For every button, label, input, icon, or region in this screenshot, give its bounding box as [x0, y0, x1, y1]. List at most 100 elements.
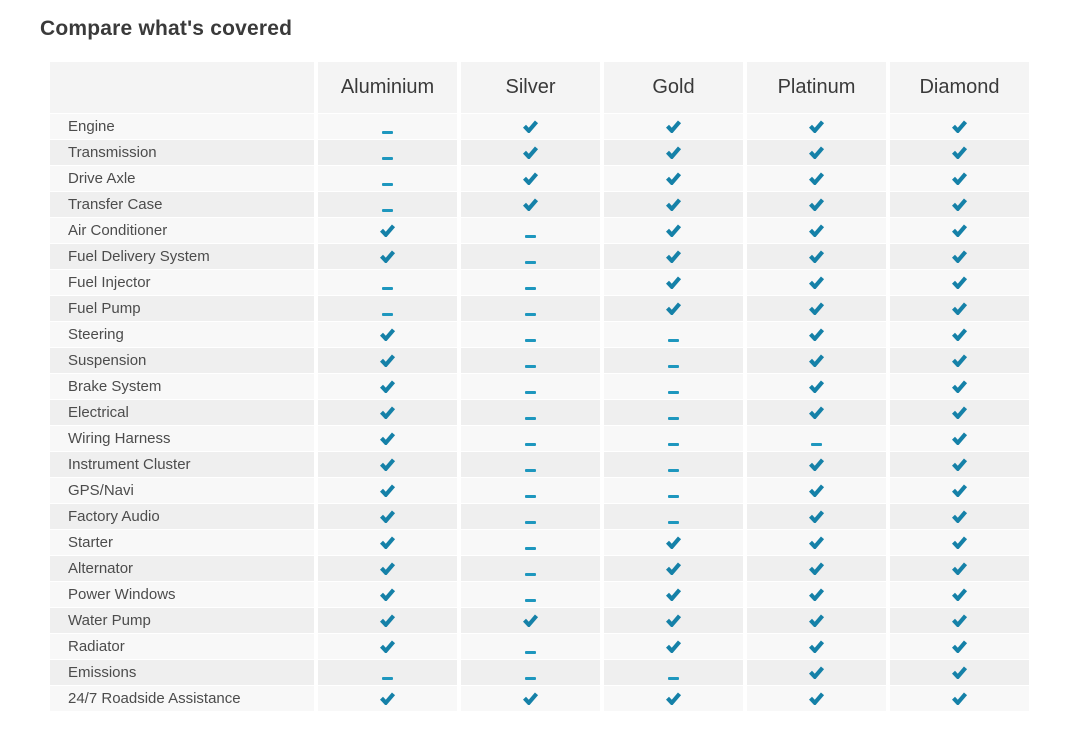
table-row: Instrument Cluster: [50, 452, 1029, 477]
dash-icon: [525, 364, 536, 368]
dash-icon: [668, 494, 679, 498]
corner-cell: [50, 62, 314, 113]
table-row: Power Windows: [50, 582, 1029, 607]
cell-platinum-covered: [747, 140, 886, 165]
table-row: Fuel Pump: [50, 296, 1029, 321]
cell-silver-not-covered: [461, 322, 600, 347]
dash-icon: [525, 572, 536, 576]
cell-silver-not-covered: [461, 218, 600, 243]
table-row: Suspension: [50, 348, 1029, 373]
cell-platinum-not-covered: [747, 426, 886, 451]
column-header-silver: Silver: [461, 62, 600, 113]
cell-platinum-covered: [747, 686, 886, 711]
check-icon: [952, 302, 967, 316]
check-icon: [523, 120, 538, 134]
row-label: Power Windows: [50, 582, 314, 607]
cell-platinum-covered: [747, 218, 886, 243]
dash-icon: [525, 390, 536, 394]
cell-platinum-covered: [747, 556, 886, 581]
table-row: Water Pump: [50, 608, 1029, 633]
dash-icon: [525, 312, 536, 316]
cell-silver-covered: [461, 192, 600, 217]
cell-diamond-covered: [890, 504, 1029, 529]
cell-diamond-covered: [890, 556, 1029, 581]
dash-icon: [668, 676, 679, 680]
check-icon: [952, 692, 967, 706]
cell-diamond-covered: [890, 270, 1029, 295]
table-row: Alternator: [50, 556, 1029, 581]
cell-silver-covered: [461, 114, 600, 139]
dash-icon: [668, 364, 679, 368]
check-icon: [380, 510, 395, 524]
row-label: Engine: [50, 114, 314, 139]
cell-diamond-covered: [890, 634, 1029, 659]
dash-icon: [525, 286, 536, 290]
check-icon: [809, 510, 824, 524]
cell-silver-not-covered: [461, 374, 600, 399]
cell-silver-not-covered: [461, 660, 600, 685]
dash-icon: [525, 468, 536, 472]
check-icon: [952, 198, 967, 212]
check-icon: [523, 146, 538, 160]
table-row: Drive Axle: [50, 166, 1029, 191]
cell-platinum-covered: [747, 400, 886, 425]
check-icon: [809, 120, 824, 134]
row-label: Factory Audio: [50, 504, 314, 529]
cell-silver-covered: [461, 686, 600, 711]
cell-platinum-covered: [747, 296, 886, 321]
cell-gold-covered: [604, 166, 743, 191]
table-row: GPS/Navi: [50, 478, 1029, 503]
check-icon: [809, 250, 824, 264]
cell-platinum-covered: [747, 478, 886, 503]
cell-diamond-covered: [890, 374, 1029, 399]
cell-platinum-covered: [747, 166, 886, 191]
check-icon: [952, 666, 967, 680]
check-icon: [809, 224, 824, 238]
cell-gold-covered: [604, 686, 743, 711]
check-icon: [380, 588, 395, 602]
table-header: Aluminium Silver Gold Platinum Diamond: [50, 62, 1029, 113]
dash-icon: [668, 442, 679, 446]
row-label: Water Pump: [50, 608, 314, 633]
cell-gold-covered: [604, 296, 743, 321]
cell-gold-covered: [604, 192, 743, 217]
cell-diamond-covered: [890, 244, 1029, 269]
dash-icon: [525, 546, 536, 550]
table-row: Engine: [50, 114, 1029, 139]
cell-silver-not-covered: [461, 400, 600, 425]
table-row: Emissions: [50, 660, 1029, 685]
cell-diamond-covered: [890, 686, 1029, 711]
cell-aluminium-not-covered: [318, 192, 457, 217]
check-icon: [380, 536, 395, 550]
cell-gold-not-covered: [604, 348, 743, 373]
check-icon: [809, 198, 824, 212]
cell-platinum-covered: [747, 634, 886, 659]
cell-silver-not-covered: [461, 452, 600, 477]
check-icon: [666, 250, 681, 264]
check-icon: [666, 198, 681, 212]
page-title: Compare what's covered: [40, 17, 293, 40]
dash-icon: [525, 416, 536, 420]
check-icon: [952, 432, 967, 446]
cell-gold-not-covered: [604, 478, 743, 503]
cell-diamond-covered: [890, 452, 1029, 477]
check-icon: [809, 354, 824, 368]
cell-platinum-covered: [747, 530, 886, 555]
table-row: Wiring Harness: [50, 426, 1029, 451]
row-label: Transmission: [50, 140, 314, 165]
check-icon: [666, 120, 681, 134]
cell-gold-covered: [604, 270, 743, 295]
cell-silver-not-covered: [461, 634, 600, 659]
check-icon: [666, 224, 681, 238]
dash-icon: [525, 234, 536, 238]
cell-aluminium-not-covered: [318, 270, 457, 295]
check-icon: [380, 562, 395, 576]
row-label: Electrical: [50, 400, 314, 425]
cell-silver-covered: [461, 608, 600, 633]
check-icon: [666, 276, 681, 290]
cell-diamond-covered: [890, 582, 1029, 607]
column-header-gold: Gold: [604, 62, 743, 113]
cell-aluminium-covered: [318, 634, 457, 659]
cell-diamond-covered: [890, 192, 1029, 217]
cell-diamond-covered: [890, 608, 1029, 633]
